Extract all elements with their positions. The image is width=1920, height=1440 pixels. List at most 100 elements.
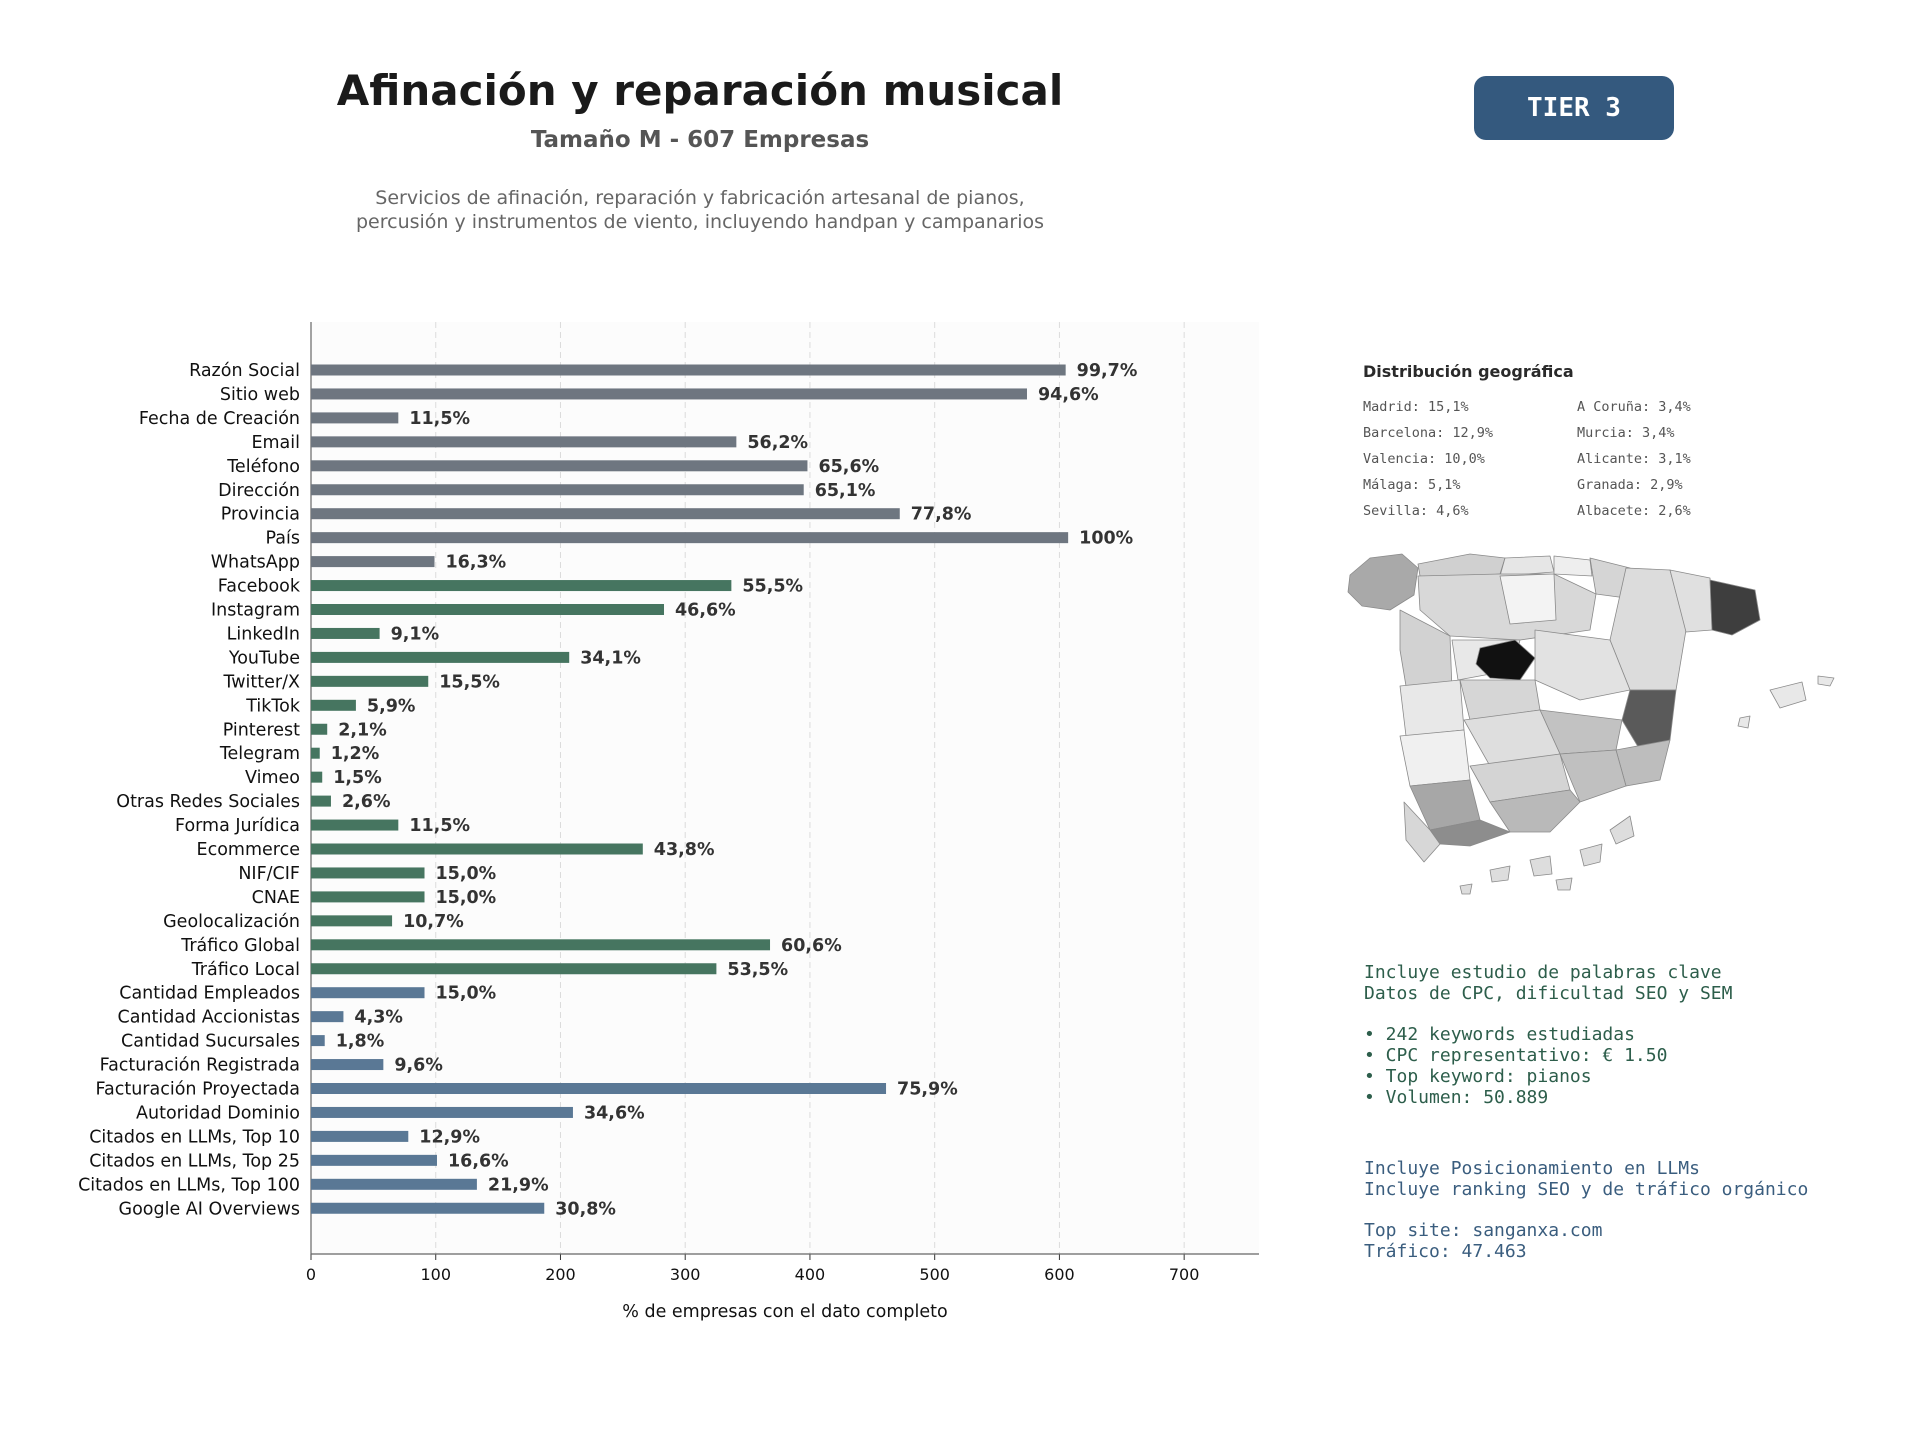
map-region-baleares-ibiza — [1737, 715, 1751, 729]
bar — [311, 699, 356, 711]
x-tick-label: 700 — [1169, 1265, 1200, 1284]
bar — [311, 604, 665, 615]
keywords-line: • Top keyword: pianos — [1364, 1066, 1592, 1087]
data-label: 15,0% — [436, 984, 497, 1004]
geo-item: Barcelona: 12,9% — [1363, 425, 1494, 441]
category-label: Tráfico Global — [180, 936, 300, 956]
data-label: 15,0% — [436, 864, 497, 884]
bar — [311, 939, 771, 951]
category-label: Citados en LLMs, Top 10 — [89, 1127, 300, 1147]
category-label: YouTube — [228, 648, 300, 668]
llm-line: Tráfico: 47.463 — [1364, 1241, 1527, 1262]
data-label: 1,2% — [331, 744, 380, 764]
geo-item: Murcia: 3,4% — [1577, 425, 1675, 441]
category-label: Forma Jurídica — [175, 816, 300, 836]
map-region-murcia — [1559, 749, 1627, 803]
category-label: TikTok — [245, 696, 301, 716]
data-label: 34,1% — [580, 648, 641, 668]
bar — [311, 388, 1027, 400]
geo-distribution-list: Madrid: 15,1% A Coruña: 3,4% Barcelona: … — [1363, 398, 1743, 520]
category-label: Ecommerce — [197, 840, 300, 860]
category-label: CNAE — [252, 888, 300, 908]
x-tick-label: 400 — [795, 1265, 826, 1284]
spacer — [1364, 1200, 1808, 1220]
category-label: Teléfono — [226, 457, 300, 477]
category-label: Tráfico Local — [191, 960, 300, 980]
bar — [311, 1178, 477, 1190]
bar — [311, 1130, 409, 1142]
data-label: 21,9% — [488, 1175, 549, 1195]
bar — [311, 843, 643, 855]
category-label: NIF/CIF — [238, 864, 300, 884]
data-label: 16,6% — [448, 1151, 509, 1171]
category-label: Instagram — [211, 601, 300, 621]
bar — [311, 819, 399, 831]
data-label: 65,1% — [815, 481, 876, 501]
sector-description: Servicios de afinación, reparación y fab… — [355, 187, 1045, 233]
data-label: 1,5% — [333, 768, 382, 788]
data-label: 2,6% — [342, 792, 391, 812]
bar — [311, 412, 399, 424]
category-label: LinkedIn — [227, 624, 300, 644]
geo-item: Valencia: 10,0% — [1363, 451, 1485, 467]
data-label: 15,0% — [436, 888, 497, 908]
map-region-baleares-menorca — [1817, 675, 1835, 687]
bar — [311, 1011, 344, 1023]
map-region-canarias-1 — [1489, 865, 1511, 883]
data-label: 77,8% — [911, 505, 972, 525]
bar — [311, 747, 320, 759]
bar — [311, 580, 732, 592]
map-region-badajoz — [1399, 729, 1471, 787]
bar — [311, 1035, 325, 1047]
bar — [311, 675, 429, 687]
data-label: 46,6% — [675, 601, 736, 621]
category-label: Otras Redes Sociales — [116, 792, 300, 812]
data-label: 5,9% — [367, 696, 416, 716]
llm-line: Incluye ranking SEO y de tráfico orgánic… — [1364, 1179, 1809, 1200]
keywords-line: Datos de CPC, dificultad SEO y SEM — [1364, 983, 1733, 1004]
bar — [311, 1106, 573, 1118]
category-label: Dirección — [218, 481, 300, 501]
map-region-cadiz — [1403, 801, 1441, 863]
map-region-baleares-mallorca — [1769, 681, 1807, 709]
map-region-galicia — [1347, 553, 1419, 611]
category-label: WhatsApp — [211, 553, 300, 573]
geo-item: A Coruña: 3,4% — [1577, 399, 1691, 415]
keywords-info-block: Incluye estudio de palabras clave Datos … — [1364, 962, 1732, 1108]
llm-info-block: Incluye Posicionamiento en LLMs Incluye … — [1364, 1158, 1808, 1262]
category-label: Provincia — [221, 505, 300, 525]
category-label: Razón Social — [189, 361, 300, 381]
data-label: 56,2% — [747, 433, 808, 453]
map-region-caceres — [1399, 679, 1465, 737]
x-tick-label: 600 — [1044, 1265, 1075, 1284]
llm-line: Incluye Posicionamiento en LLMs — [1364, 1158, 1700, 1179]
bar — [311, 508, 900, 520]
x-tick-label: 0 — [306, 1265, 316, 1284]
category-label: País — [266, 529, 300, 549]
category-label: Facturación Registrada — [100, 1056, 300, 1076]
x-tick-label: 200 — [545, 1265, 576, 1284]
bar — [311, 1202, 545, 1214]
bar — [311, 795, 331, 807]
page-title: Afinación y reparación musical — [336, 66, 1064, 115]
category-label: Facturación Proyectada — [96, 1080, 300, 1100]
bar — [311, 1154, 437, 1166]
category-label: Cantidad Sucursales — [121, 1032, 300, 1052]
data-label: 4,3% — [354, 1008, 403, 1028]
data-label: 9,6% — [394, 1056, 443, 1076]
bar — [311, 1083, 887, 1094]
map-region-granada — [1489, 789, 1581, 833]
keywords-line: • Volumen: 50.889 — [1364, 1087, 1549, 1108]
x-tick-label: 500 — [919, 1265, 950, 1284]
data-label: 75,9% — [897, 1080, 958, 1100]
data-label: 12,9% — [419, 1127, 480, 1147]
data-label: 1,8% — [336, 1032, 385, 1052]
bar — [311, 915, 393, 927]
bar — [311, 556, 435, 568]
map-region-pais-vasco — [1553, 555, 1593, 577]
map-region-burgos — [1499, 573, 1557, 625]
data-label: 9,1% — [391, 624, 440, 644]
category-label: Cantidad Empleados — [119, 984, 300, 1004]
map-region-cantabria — [1499, 555, 1555, 577]
category-label: Facebook — [218, 577, 301, 597]
